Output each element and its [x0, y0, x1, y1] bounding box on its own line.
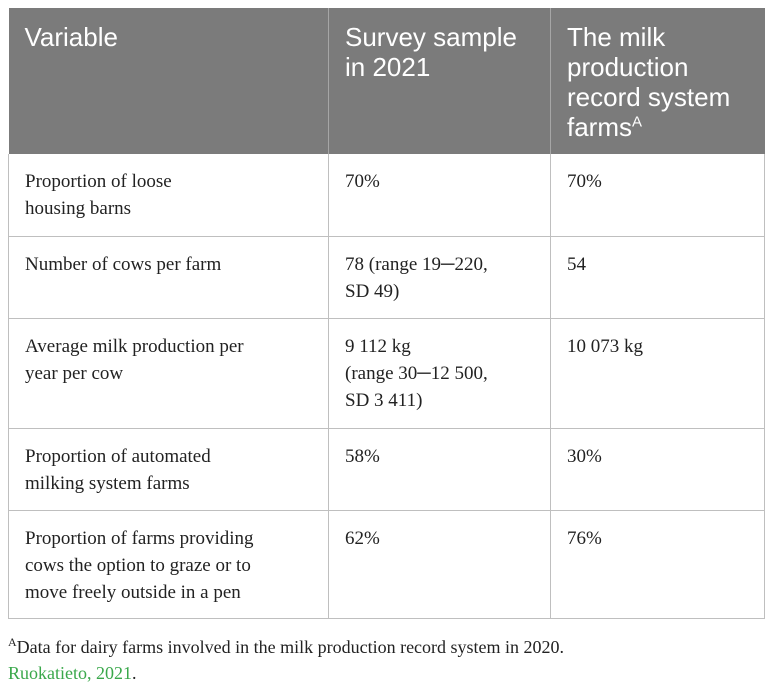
table-row: Number of cows per farm 78 (range 19─220…	[8, 236, 765, 319]
cell-record: 10 073 kg	[550, 318, 765, 429]
cell-survey: 9 112 kg (range 30─12 500, SD 3 411)	[328, 318, 551, 429]
cell-variable: Proportion of loose housing barns	[8, 154, 329, 237]
cell-record: 54	[550, 236, 765, 319]
table-row: Proportion of automated milking system f…	[8, 428, 765, 511]
cell-variable: Proportion of farms providing cows the o…	[8, 510, 329, 619]
data-table: Variable Survey sample in 2021 The milk …	[8, 8, 765, 619]
footnote-marker: A	[8, 635, 17, 649]
footnote-marker: A	[632, 113, 643, 131]
reference-link[interactable]: Ruokatieto, 2021	[8, 663, 132, 683]
cell-variable: Number of cows per farm	[8, 236, 329, 319]
header-record-system-farms: The milk production record system farmsA	[550, 8, 765, 154]
cell-survey: 78 (range 19─220, SD 49)	[328, 236, 551, 319]
cell-record: 30%	[550, 428, 765, 511]
table-footnote: AData for dairy farms involved in the mi…	[8, 634, 764, 686]
cell-variable: Proportion of automated milking system f…	[8, 428, 329, 511]
cell-survey: 62%	[328, 510, 551, 619]
footnote-text: Data for dairy farms involved in the mil…	[16, 637, 565, 657]
cell-variable: Average milk production per year per cow	[8, 318, 329, 429]
header-variable: Variable	[8, 8, 329, 154]
cell-record: 70%	[550, 154, 765, 237]
table-row: Average milk production per year per cow…	[8, 318, 765, 429]
header-row: Variable Survey sample in 2021 The milk …	[8, 8, 765, 154]
cell-survey: 70%	[328, 154, 551, 237]
table-row: Proportion of farms providing cows the o…	[8, 510, 765, 619]
cell-record: 76%	[550, 510, 765, 619]
footnote-period: .	[132, 663, 137, 683]
header-survey-sample: Survey sample in 2021	[328, 8, 551, 154]
table-row: Proportion of loose housing barns 70% 70…	[8, 154, 765, 237]
cell-survey: 58%	[328, 428, 551, 511]
